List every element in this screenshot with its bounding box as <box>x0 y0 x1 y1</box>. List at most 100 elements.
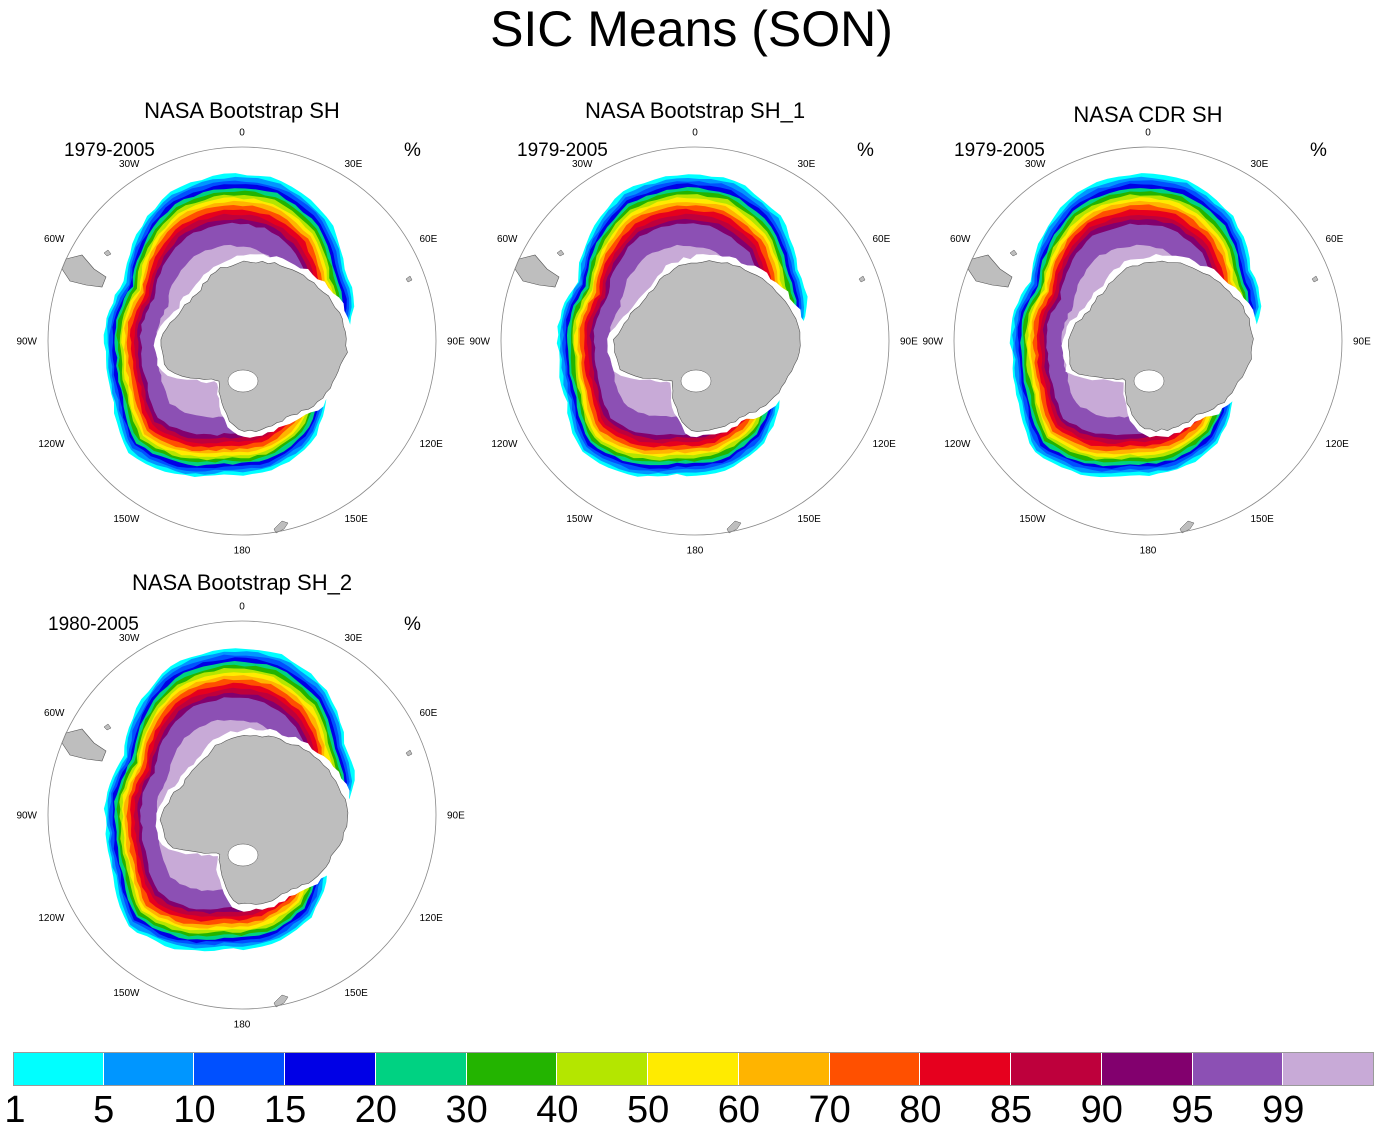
ice-shelf <box>1133 369 1165 393</box>
colorbar-swatch <box>466 1052 558 1086</box>
longitude-label: 0 <box>239 128 245 139</box>
south-america-landmass <box>514 254 560 288</box>
colorbar-swatch <box>648 1052 739 1086</box>
panel-title: NASA Bootstrap SH <box>144 98 340 123</box>
longitude-label: 120E <box>420 913 444 924</box>
colorbar-label: 70 <box>808 1089 851 1131</box>
longitude-label: 60W <box>950 234 971 245</box>
colorbar-label: 95 <box>1171 1089 1214 1131</box>
south-america-landmass <box>967 254 1013 288</box>
colorbar-swatch <box>738 1052 830 1086</box>
longitude-label: 30E <box>345 159 363 170</box>
longitude-label: 120W <box>491 439 518 450</box>
longitude-label: 180 <box>234 546 251 557</box>
longitude-label: 90W <box>469 337 490 348</box>
map-panel-nasa-bootstrap-sh-1: NASA Bootstrap SH_1 1979-2005 % 0 30E 60E 9… <box>469 92 921 562</box>
colorbar-label: 99 <box>1262 1089 1305 1131</box>
colorbar <box>13 1052 1374 1086</box>
falkland-islands <box>103 249 112 257</box>
longitude-label: 120W <box>38 913 65 924</box>
longitude-label: 120E <box>873 439 897 450</box>
longitude-label: 150E <box>345 988 369 999</box>
panel-title: NASA Bootstrap SH_2 <box>131 570 353 595</box>
polar-map: 0 30E 60E 90E 120E 150E 180 150W 120W 90W 60W 30W <box>469 128 918 557</box>
longitude-label: 150E <box>345 514 369 525</box>
longitude-label: 90W <box>16 337 37 348</box>
longitude-label: 0 <box>239 602 245 613</box>
falkland-islands <box>103 723 112 731</box>
longitude-label: 30W <box>1025 159 1046 170</box>
longitude-label: 150E <box>1251 514 1275 525</box>
longitude-label: 120W <box>944 439 971 450</box>
longitude-label: 180 <box>687 546 704 557</box>
panel-years: 1980-2005 <box>48 614 139 635</box>
panel-units: % <box>404 140 421 161</box>
colorbar-label: 5 <box>93 1089 115 1131</box>
longitude-label: 30E <box>1251 159 1269 170</box>
colorbar-swatch <box>1101 1052 1193 1086</box>
colorbar-label: 40 <box>536 1089 579 1131</box>
longitude-label: 90E <box>900 337 918 348</box>
panel-title: NASA Bootstrap SH_1 <box>584 98 806 123</box>
panel-years: 1979-2005 <box>64 140 155 161</box>
colorbar-swatch <box>285 1052 376 1086</box>
map-panel-nasa-bootstrap-sh-2: NASA Bootstrap SH_2 1980-2005 % 0 30E 60E 9… <box>16 566 468 1036</box>
longitude-label: 60E <box>420 234 438 245</box>
ice-shelf <box>227 369 259 393</box>
longitude-label: 150E <box>798 514 822 525</box>
longitude-label: 60W <box>44 234 65 245</box>
ice-shelf <box>680 369 712 393</box>
colorbar-label: 90 <box>1080 1089 1123 1131</box>
longitude-label: 30E <box>798 159 816 170</box>
longitude-label: 180 <box>1140 546 1157 557</box>
colorbar-swatch <box>13 1052 104 1086</box>
falkland-islands <box>556 249 565 257</box>
longitude-label: 120W <box>38 439 65 450</box>
falkland-islands <box>1009 249 1018 257</box>
longitude-label: 90E <box>447 811 465 822</box>
panel-years: 1979-2005 <box>954 140 1045 161</box>
colorbar-label: 85 <box>989 1089 1033 1131</box>
map-boundary-circle <box>500 146 890 536</box>
colorbar-swatch <box>1011 1052 1102 1086</box>
colorbar-swatch <box>1192 1052 1284 1086</box>
longitude-label: 60W <box>497 234 518 245</box>
longitude-label: 120E <box>1326 439 1350 450</box>
colorbar-label: 50 <box>626 1089 670 1131</box>
kerguelen-island <box>1311 275 1319 283</box>
colorbar-swatch <box>194 1052 286 1086</box>
colorbar-label: 80 <box>899 1089 942 1131</box>
longitude-label: 90W <box>16 811 37 822</box>
colorbar-swatch <box>375 1052 467 1086</box>
longitude-label: 120E <box>420 439 444 450</box>
panel-units: % <box>1310 140 1327 161</box>
south-america-landmass <box>61 728 107 762</box>
colorbar-swatch <box>1283 1052 1374 1086</box>
kerguelen-island <box>405 749 413 757</box>
kerguelen-island <box>858 275 866 283</box>
colorbar-label: 60 <box>717 1089 760 1131</box>
south-america-landmass <box>61 254 107 288</box>
ice-shelf <box>227 843 259 867</box>
colorbar-label: 30 <box>445 1089 488 1131</box>
antarctica-landmass <box>1067 260 1254 433</box>
longitude-label: 90E <box>1353 337 1371 348</box>
colorbar-label: 1 <box>4 1089 26 1131</box>
map-boundary-circle <box>47 620 437 1010</box>
longitude-label: 60W <box>44 708 65 719</box>
longitude-label: 0 <box>692 128 698 139</box>
panel-years: 1979-2005 <box>517 140 608 161</box>
panel-title: NASA CDR SH <box>1073 102 1223 127</box>
polar-map: 0 30E 60E 90E 120E 150E 180 150W 120W 90W 60W 30W <box>922 128 1371 557</box>
longitude-label: 30W <box>119 633 140 644</box>
longitude-label: 150W <box>566 514 593 525</box>
longitude-label: 60E <box>420 708 438 719</box>
figure-title: SIC Means (SON) <box>490 1 893 57</box>
colorbar-label: 10 <box>173 1089 216 1131</box>
panel-units: % <box>404 614 421 635</box>
longitude-label: 90W <box>922 337 943 348</box>
longitude-label: 60E <box>1326 234 1344 245</box>
longitude-label: 150W <box>113 514 140 525</box>
polar-map: 0 30E 60E 90E 120E 150E 180 150W 120W 90W 60W 30W <box>16 128 465 557</box>
polar-map: 0 30E 60E 90E 120E 150E 180 150W 120W 90W 60W 30W <box>16 602 465 1031</box>
